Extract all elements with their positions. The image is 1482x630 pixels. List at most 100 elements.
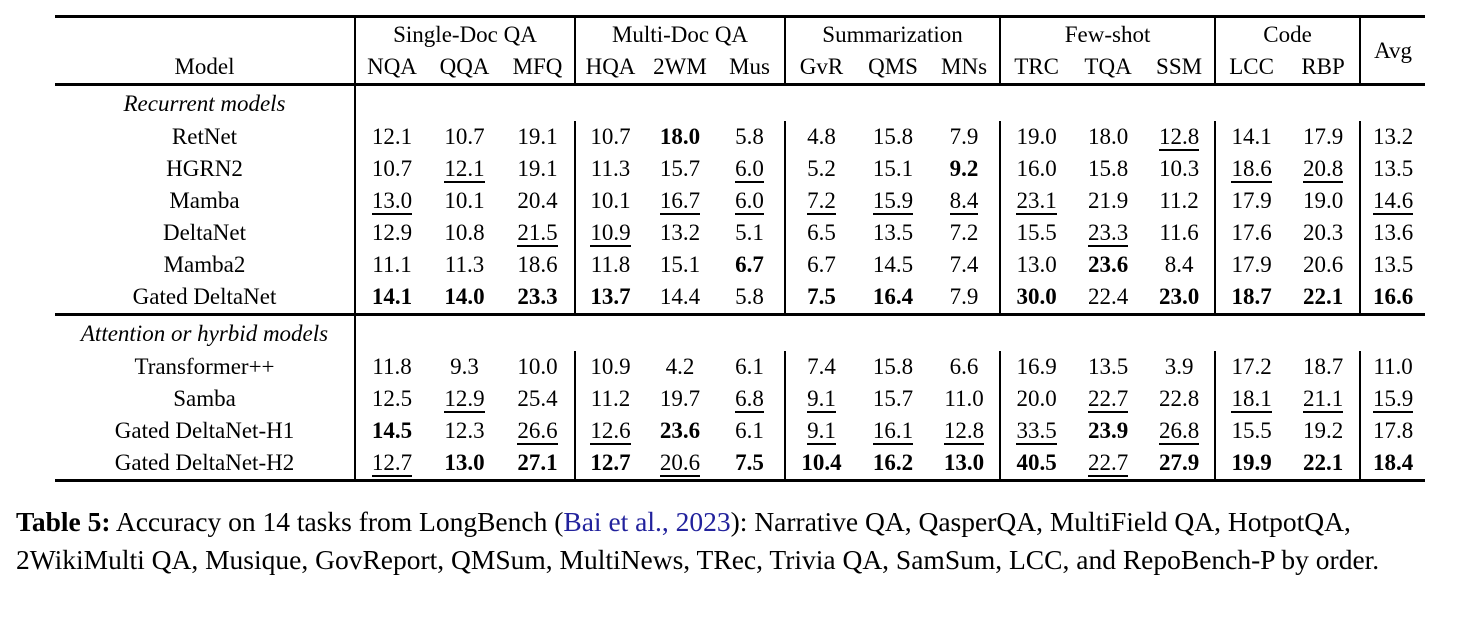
score-value-second: 12.8 (1158, 124, 1200, 151)
score-cell: 22.4 (1072, 281, 1144, 315)
citation-link[interactable]: Bai et al., 2023 (563, 506, 731, 537)
score-value-second: 22.7 (1087, 450, 1129, 477)
score-value-second: 7.2 (807, 188, 836, 215)
score-value-second: 22.7 (1087, 386, 1129, 413)
score-cell: 12.7 (354, 447, 428, 481)
score-cell: 6.5 (784, 217, 858, 249)
score-value-second: 33.5 (1016, 418, 1057, 445)
score-cell: 6.7 (784, 249, 858, 281)
score-value: 9.3 (450, 354, 479, 379)
model-name-cell: Gated DeltaNet-H2 (114, 450, 295, 475)
score-cell: 13.7 (574, 281, 645, 315)
score-cell: 25.4 (501, 383, 575, 415)
score-value: 17.9 (1302, 124, 1344, 149)
score-cell: 14.4 (645, 281, 715, 315)
group-header-summarization: Summarization (784, 16, 1001, 51)
score-value: 25.4 (517, 386, 558, 411)
score-value-second: 26.6 (517, 418, 558, 445)
score-cell: 18.0 (645, 121, 715, 153)
score-cell: 17.9 (1287, 121, 1360, 153)
score-cell: 10.0 (501, 351, 575, 383)
score-cell: 17.9 (1214, 249, 1288, 281)
score-cell: 16.0 (999, 153, 1073, 185)
score-value: 22.4 (1087, 284, 1129, 309)
column-header-2wm: 2WM (653, 54, 707, 79)
score-cell: 27.1 (501, 447, 575, 481)
score-value-best: 18.0 (659, 124, 701, 149)
score-value: 13.6 (1372, 220, 1414, 245)
score-value: 8.4 (1164, 252, 1194, 277)
score-value: 12.5 (371, 386, 413, 411)
table-row-samba: Samba 12.5 12.9 25.4 11.2 19.7 6.8 9.1 15.7 11.0 2… (55, 383, 1426, 415)
score-value: 16.0 (1016, 156, 1057, 181)
score-value: 11.8 (372, 354, 412, 379)
score-cell: 4.8 (784, 121, 858, 153)
score-cell: 13.5 (1359, 249, 1426, 281)
score-cell: 16.1 (857, 415, 929, 447)
score-value: 15.8 (872, 124, 914, 149)
caption-text-after: ): Narrative QA, QasperQA, MultiField QA… (16, 506, 1380, 575)
score-value: 5.8 (735, 124, 764, 149)
score-cell: 6.6 (929, 351, 1000, 383)
model-name-cell: HGRN2 (166, 156, 243, 181)
score-value: 10.1 (590, 188, 631, 213)
score-cell: 11.1 (354, 249, 428, 281)
score-value-best: 18.4 (1372, 450, 1414, 475)
score-cell: 4.2 (645, 351, 715, 383)
score-cell: 10.9 (574, 351, 645, 383)
score-cell: 12.6 (574, 415, 645, 447)
score-cell: 10.3 (1144, 153, 1215, 185)
score-cell: 6.0 (715, 153, 785, 185)
model-column-header: Model (174, 54, 235, 79)
column-header-trc: TRC (999, 51, 1073, 85)
score-cell: 13.0 (999, 249, 1073, 281)
model-name-cell: DeltaNet (162, 220, 246, 245)
table-row-gated-deltanet-h1: Gated DeltaNet-H1 14.5 12.3 26.6 12.6 23.6 6.1… (55, 415, 1426, 447)
model-name-cell: Gated DeltaNet-H1 (114, 418, 295, 443)
score-cell: 7.2 (784, 185, 858, 217)
score-value: 10.1 (444, 188, 485, 213)
score-value: 19.0 (1016, 124, 1057, 149)
score-cell: 21.1 (1287, 383, 1360, 415)
score-cell: 5.1 (715, 217, 785, 249)
score-value: 11.2 (1159, 188, 1199, 213)
score-value: 17.6 (1231, 220, 1272, 245)
score-cell: 13.2 (645, 217, 715, 249)
score-cell: 23.0 (1144, 281, 1215, 315)
score-value-best: 16.6 (1372, 284, 1414, 309)
table-caption: Table 5: Accuracy on 14 tasks from LongB… (16, 503, 1468, 579)
score-value: 7.2 (949, 220, 979, 245)
score-value: 11.1 (372, 252, 412, 277)
column-header-ssm: SSM (1156, 54, 1203, 79)
score-cell: 13.0 (428, 447, 501, 481)
score-value-second: 6.8 (735, 386, 764, 413)
table-row-transformer: Transformer++ 11.8 9.3 10.0 10.9 4.2 6.1 7.4 15.… (55, 351, 1426, 383)
score-value-best: 19.9 (1231, 450, 1272, 475)
score-cell: 20.6 (645, 447, 715, 481)
score-value: 7.9 (949, 124, 979, 149)
score-value-best: 18.7 (1231, 284, 1272, 309)
score-value-second: 12.6 (590, 418, 631, 445)
score-value-best: 40.5 (1016, 450, 1057, 475)
score-value: 10.7 (444, 124, 485, 149)
score-value: 10.7 (590, 124, 631, 149)
score-value-second: 12.1 (444, 156, 485, 183)
score-cell: 5.8 (715, 281, 785, 315)
score-cell: 15.9 (1359, 383, 1426, 415)
score-cell: 40.5 (999, 447, 1073, 481)
table-row-gated-deltanet-h2: Gated DeltaNet-H2 12.7 13.0 27.1 12.7 20.6 7.5… (55, 447, 1426, 481)
score-cell: 7.9 (929, 281, 1000, 315)
score-cell: 13.5 (1359, 153, 1426, 185)
column-header-hqa: HQA (574, 51, 645, 85)
score-value: 15.7 (659, 156, 701, 181)
score-cell: 18.7 (1214, 281, 1288, 315)
score-cell: 10.9 (574, 217, 645, 249)
score-cell: 22.7 (1072, 383, 1144, 415)
score-value: 19.2 (1302, 418, 1344, 443)
score-value-second: 15.9 (872, 188, 914, 215)
score-value: 7.4 (807, 354, 836, 379)
score-value-best: 22.1 (1302, 450, 1344, 475)
model-name-cell: Mamba (169, 188, 240, 213)
score-cell: 12.1 (428, 153, 501, 185)
score-cell: 18.0 (1072, 121, 1144, 153)
